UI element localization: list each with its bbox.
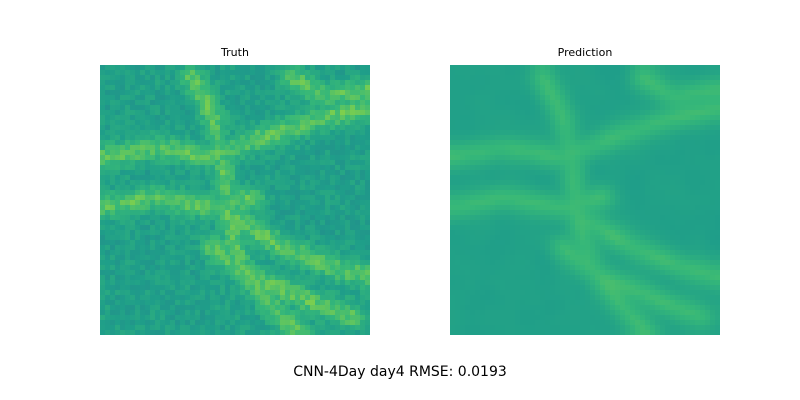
truth-heatmap bbox=[100, 65, 370, 335]
figure-caption: CNN-4Day day4 RMSE: 0.0193 bbox=[293, 364, 507, 380]
prediction-title: Prediction bbox=[557, 46, 613, 59]
truth-title: Truth bbox=[221, 46, 249, 59]
prediction-panel: Prediction bbox=[450, 0, 720, 335]
truth-panel: Truth bbox=[100, 0, 370, 335]
prediction-heatmap bbox=[450, 65, 720, 335]
